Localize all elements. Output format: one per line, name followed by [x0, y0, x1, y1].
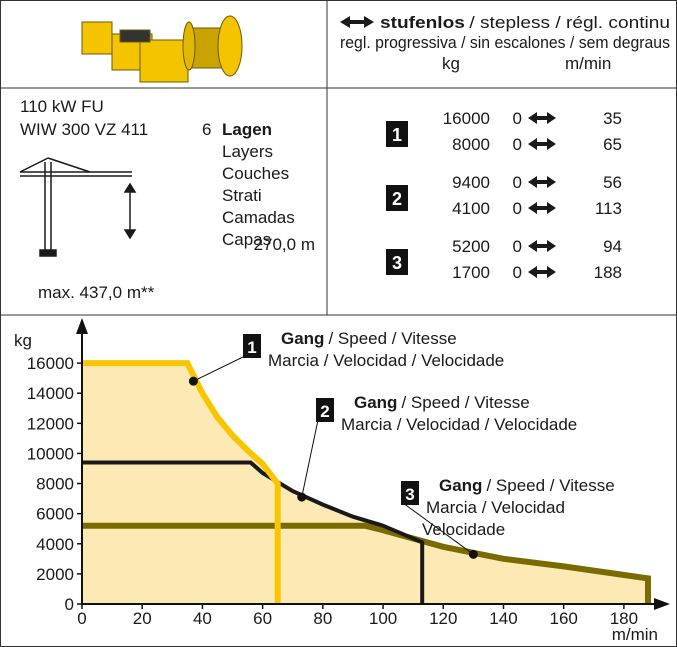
annotation-title: Gang [281, 329, 324, 348]
x-axis-label: m/min [612, 625, 658, 644]
crane-icon [20, 158, 135, 256]
leader-line [302, 420, 318, 497]
speed-max: 94 [603, 237, 622, 256]
layer-name: Capas [222, 230, 271, 249]
annotation-text: Marcia / Velocidad [426, 498, 565, 517]
x-tick-label: 120 [429, 609, 457, 628]
gear-number: 3 [392, 253, 402, 273]
y-tick-label: 6000 [36, 505, 74, 524]
layer-name: Lagen [222, 120, 272, 139]
annotation-heading: Gang/ Speed / Vitesse [439, 476, 615, 495]
annotation-title: Gang [354, 393, 397, 412]
layer-name: Strati [222, 186, 262, 205]
speed-min: 0 [513, 199, 522, 218]
double-arrow [528, 266, 556, 278]
y-axis-label: kg [14, 331, 32, 350]
x-tick-label: 140 [489, 609, 517, 628]
y-tick-label: 2000 [36, 565, 74, 584]
double-arrow [528, 112, 556, 124]
page: stufenlos/ stepless / régl. continu regl… [0, 0, 677, 647]
leader-line [193, 356, 245, 381]
layer-name: Layers [222, 142, 273, 161]
winch-icon [82, 16, 242, 82]
speed-max: 65 [603, 135, 622, 154]
x-tick-label: 60 [253, 609, 272, 628]
load: 5200 [452, 237, 490, 256]
double-arrow [528, 202, 556, 214]
annotation-text: / Speed / Vitesse [328, 329, 456, 348]
stepless-sub: / stepless / régl. continu [469, 13, 670, 32]
annotation-text: Marcia / Velocidad / Velocidade [268, 351, 504, 370]
annotation-text: / Speed / Vitesse [401, 393, 529, 412]
x-tick-label: 20 [133, 609, 152, 628]
max-length: max. 437,0 m** [38, 283, 155, 302]
annotation-point [469, 550, 478, 559]
load: 4100 [452, 199, 490, 218]
stepless-title: stufenlos [380, 13, 465, 32]
chart: 0 2000 4000 6000 8000 10000 12000 14000 16000 0 20… [14, 318, 670, 644]
gear-number: 1 [247, 338, 256, 357]
y-axis-arrow [76, 318, 88, 334]
load: 9400 [452, 173, 490, 192]
x-tick-label: 80 [313, 609, 332, 628]
annotation-text: / Speed / Vitesse [486, 476, 614, 495]
double-arrow [528, 176, 556, 188]
annotation-text: Velocidade [422, 520, 505, 539]
y-tick-label: 16000 [27, 354, 74, 373]
speed-max: 35 [603, 109, 622, 128]
x-tick-label: 0 [77, 609, 86, 628]
gear-number: 2 [320, 402, 329, 421]
speed-min: 0 [513, 237, 522, 256]
stepless-heading: stufenlos/ stepless / régl. continu [380, 13, 670, 32]
speed-max: 56 [603, 173, 622, 192]
drive-model: WIW 300 VZ 411 [20, 120, 148, 139]
y-tick-label: 12000 [27, 414, 74, 433]
x-axis-arrow [654, 598, 670, 610]
speed-max: 113 [595, 199, 622, 218]
layers-count: 6 [202, 120, 211, 139]
y-tick-label: 4000 [36, 535, 74, 554]
speed-min: 0 [513, 173, 522, 192]
load: 16000 [443, 109, 490, 128]
annotation-point [297, 493, 306, 502]
annotation-title: Gang [439, 476, 482, 495]
annotation-heading: Gang/ Speed / Vitesse [281, 329, 457, 348]
gear-number: 2 [392, 189, 402, 209]
stepless-line2: regl. progressiva / sin escalones / sem … [340, 33, 670, 52]
gear-number: 3 [405, 485, 414, 504]
y-tick-label: 0 [65, 595, 74, 614]
speed-min: 0 [513, 263, 522, 282]
unit-load: kg [442, 54, 460, 73]
layer-name: Camadas [222, 208, 295, 227]
annotation-point [189, 377, 198, 386]
y-tick-label: 14000 [27, 384, 74, 403]
layer-name: Couches [222, 164, 289, 183]
gear-number: 1 [392, 125, 402, 145]
stepless-arrow [340, 16, 374, 28]
annotation-heading: Gang/ Speed / Vitesse [354, 393, 530, 412]
x-tick-label: 160 [549, 609, 577, 628]
x-tick-label: 100 [369, 609, 397, 628]
load: 1700 [452, 263, 490, 282]
speed-min: 0 [513, 135, 522, 154]
y-tick-label: 10000 [27, 444, 74, 463]
y-tick-label: 8000 [36, 475, 74, 494]
unit-speed: m/min [565, 54, 611, 73]
double-arrow [528, 240, 556, 252]
load: 8000 [452, 135, 490, 154]
double-arrow [528, 138, 556, 150]
annotation-text: Marcia / Velocidad / Velocidade [341, 415, 577, 434]
drive-power: 110 kW FU [20, 97, 104, 116]
speed-min: 0 [513, 109, 522, 128]
speed-max: 188 [594, 263, 622, 282]
x-tick-label: 40 [193, 609, 212, 628]
